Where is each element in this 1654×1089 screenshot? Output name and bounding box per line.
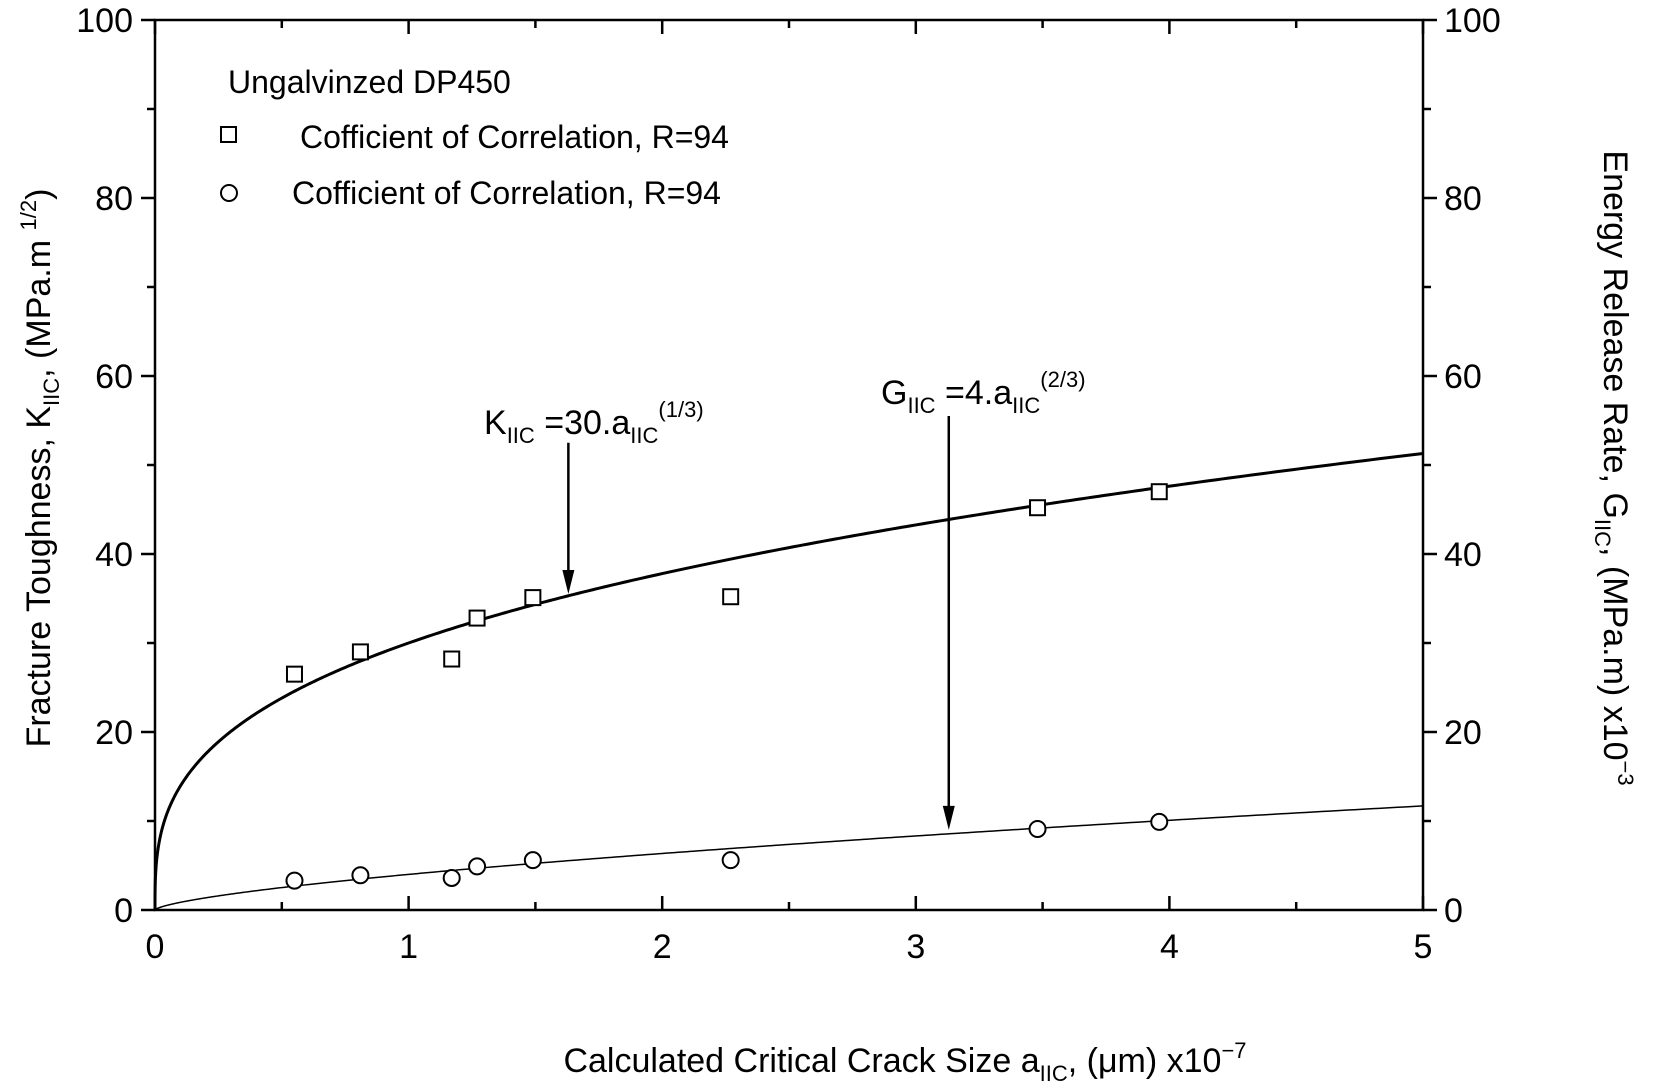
- data-point-circle: [523, 851, 542, 870]
- legend-entry-circles: Cofficient of Correlation, R=94: [292, 175, 721, 211]
- legend-title: Ungalvinzed DP450: [228, 64, 511, 100]
- data-point-square: [1150, 483, 1168, 501]
- y-tick-label-right: 40: [1444, 536, 1482, 574]
- x-tick-label: 4: [1160, 928, 1179, 966]
- y-tick-label-right: 60: [1444, 358, 1482, 396]
- data-point-square: [524, 589, 542, 607]
- y-tick-label-left: 100: [76, 2, 133, 40]
- arrow-k-head: [562, 570, 575, 595]
- data-point-circle: [442, 868, 461, 887]
- data-point-square: [722, 588, 740, 606]
- data-point-circle: [1150, 812, 1169, 831]
- data-point-square: [351, 643, 369, 661]
- y-tick-label-right: 20: [1444, 714, 1482, 752]
- annotation-arrows: [562, 416, 955, 830]
- arrow-g-head: [942, 805, 955, 830]
- x-tick-label: 1: [399, 928, 418, 966]
- x-tick-label: 0: [146, 928, 165, 966]
- data-point-circle: [468, 857, 487, 876]
- y-tick-label-left: 20: [95, 714, 133, 752]
- annotation-g-equation: GIIC =4.aIIC(2/3): [881, 367, 1086, 418]
- data-point-circle: [351, 866, 370, 885]
- data-point-circle: [1028, 820, 1047, 839]
- data-point-circle: [721, 851, 740, 870]
- y-tick-label-left: 40: [95, 536, 133, 574]
- data-point-circle: [285, 871, 304, 890]
- fit-curve-k: [153, 451, 1424, 911]
- plot-frame: [153, 18, 1425, 912]
- y-tick-label-right: 80: [1444, 180, 1482, 218]
- y-tick-label-left: 0: [114, 892, 133, 930]
- y-tick-label-left: 60: [95, 358, 133, 396]
- y-axis-right-title: Energy Release Rate, GIIC, (MPa.m) x10−3: [1590, 150, 1638, 785]
- y-axis-left-title: Fracture Toughness, KIIC, (MPa.m 1/2): [16, 189, 64, 748]
- legend-circle-marker: [220, 184, 238, 202]
- data-point-square: [285, 665, 303, 683]
- x-tick-label: 5: [1414, 928, 1433, 966]
- x-tick-label: 3: [906, 928, 925, 966]
- y-tick-label-left: 80: [95, 180, 133, 218]
- x-axis-title: Calculated Critical Crack Size aIIC, (μm…: [563, 1038, 1246, 1086]
- annotation-k-equation: KIIC =30.aIIC(1/3): [484, 397, 704, 448]
- data-points: [285, 483, 1169, 890]
- legend-square-marker: [220, 126, 237, 143]
- fit-curve-g: [154, 805, 1424, 911]
- fit-curves: [153, 451, 1424, 911]
- x-tick-label: 2: [653, 928, 672, 966]
- data-point-square: [1029, 499, 1047, 517]
- data-point-square: [443, 650, 461, 668]
- legend-entry-squares: Cofficient of Correlation, R=94: [300, 119, 729, 155]
- y-tick-label-right: 0: [1444, 892, 1463, 930]
- data-point-square: [468, 609, 486, 627]
- y-tick-label-right: 100: [1444, 2, 1501, 40]
